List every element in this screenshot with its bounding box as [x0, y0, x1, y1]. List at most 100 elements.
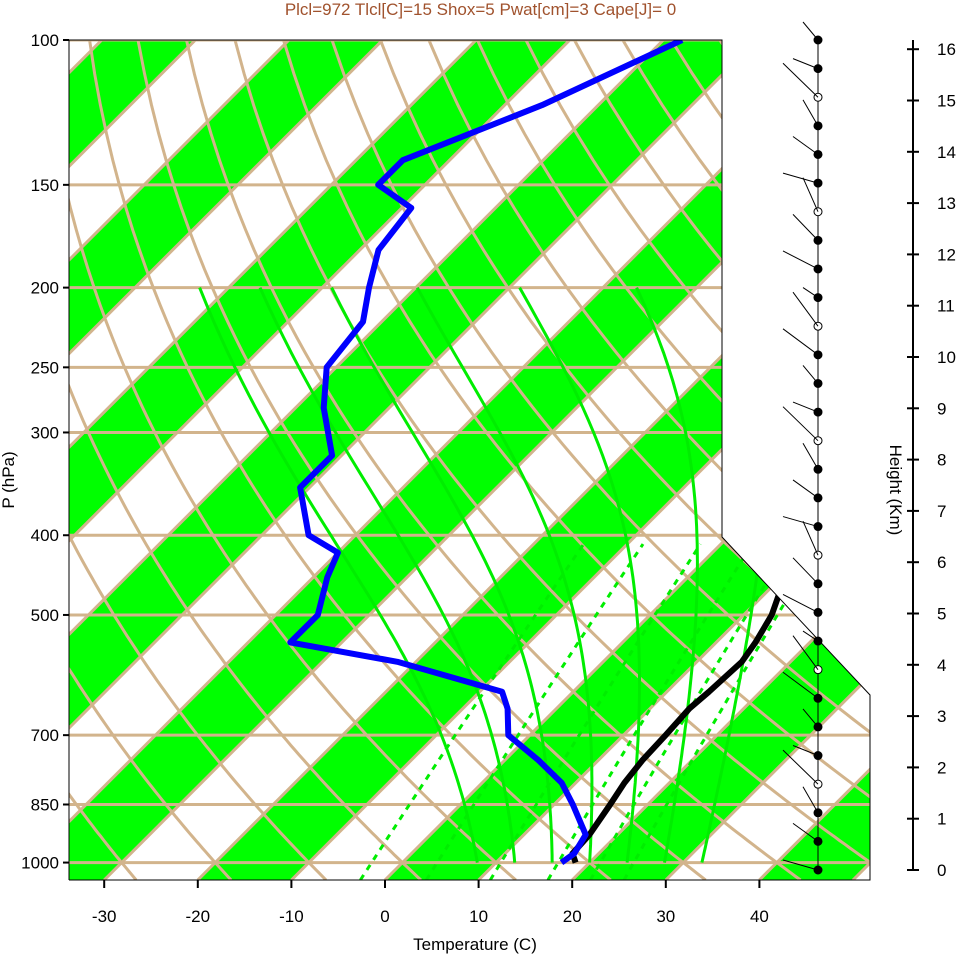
wind-barb	[792, 291, 819, 327]
dry-adiabat	[282, 40, 870, 880]
dry-adiabat	[69, 40, 233, 880]
pressure-tick-label: 400	[31, 526, 59, 545]
wind-barb	[792, 401, 819, 413]
wind-barb	[802, 99, 819, 127]
isotherm-line	[477, 40, 870, 880]
height-tick-label: 4	[937, 656, 946, 675]
moist-adiabat	[198, 287, 479, 863]
height-tick-label: 15	[937, 92, 956, 111]
dry-adiabat	[185, 40, 802, 880]
isotherm-line	[69, 40, 384, 880]
height-tick-label: 7	[937, 502, 946, 521]
mixing-ratio-line	[425, 543, 645, 880]
wind-barb	[792, 136, 819, 155]
pressure-tick-label: 300	[31, 423, 59, 442]
wind-barb	[782, 859, 819, 871]
dry-adiabat	[69, 40, 517, 880]
dry-adiabat	[69, 40, 328, 880]
temperature-tick-label: 10	[469, 907, 488, 926]
temperature-tick-label: -10	[279, 907, 304, 926]
x-axis-title: Temperature (C)	[413, 935, 537, 954]
dry-adiabat	[69, 40, 422, 880]
wind-barb	[782, 172, 819, 184]
height-tick-label: 13	[937, 194, 956, 213]
dewpoint-profile	[287, 40, 684, 866]
height-tick-label: 6	[937, 553, 946, 572]
temperature-tick-label: 0	[380, 907, 389, 926]
isotherm-band	[69, 40, 870, 880]
pressure-tick-label: 850	[31, 796, 59, 815]
isotherm-line	[69, 40, 759, 880]
dry-adiabat	[767, 40, 870, 880]
height-tick-label: 1	[937, 810, 946, 829]
height-tick-label: 8	[937, 451, 946, 470]
wind-barb	[802, 177, 819, 212]
mixing-ratio-line	[359, 543, 585, 880]
moist-adiabat	[415, 286, 594, 863]
height-tick-label: 14	[937, 143, 956, 162]
wind-barb	[792, 822, 819, 842]
mixing-ratio-line	[622, 543, 822, 880]
wind-barb	[802, 708, 819, 728]
wind-barb	[782, 671, 819, 699]
height-axis-title: Height (Km)	[886, 445, 905, 536]
chart-title: Plcl=972 Tlcl[C]=15 Shox=5 Pwat[cm]=3 Ca…	[284, 0, 677, 19]
isotherm-band	[69, 40, 383, 880]
pressure-tick-label: 150	[31, 176, 59, 195]
wind-barb	[782, 328, 819, 356]
height-tick-label: 3	[937, 707, 946, 726]
temperature-tick-label: 30	[656, 907, 675, 926]
pressure-tick-label: 100	[31, 31, 59, 50]
moist-adiabat	[635, 286, 699, 863]
dry-adiabat	[233, 40, 870, 880]
wind-barb	[782, 516, 819, 528]
dry-adiabat	[476, 40, 870, 880]
wind-barb	[802, 365, 819, 384]
isotherm-line	[69, 40, 291, 880]
wind-barb	[792, 479, 819, 499]
wind-barb	[782, 62, 819, 98]
wind-barb	[802, 520, 819, 556]
isotherm-line	[196, 40, 870, 880]
moist-adiabat	[258, 286, 517, 863]
height-tick-label: 9	[937, 399, 946, 418]
pressure-tick-label: 500	[31, 606, 59, 625]
isotherm-band	[69, 40, 757, 880]
y-axis-title: P (hPa)	[0, 451, 18, 508]
temperature-tick-label: -20	[186, 907, 211, 926]
moist-adiabat	[330, 286, 554, 863]
wind-barb	[792, 635, 819, 670]
height-tick-label: 5	[937, 605, 946, 624]
wind-barb	[792, 557, 819, 585]
dry-adiabat	[427, 40, 870, 880]
temperature-tick-label: 20	[563, 907, 582, 926]
pressure-tick-label: 250	[31, 358, 59, 377]
wind-barb	[802, 287, 819, 299]
dry-adiabat	[88, 40, 612, 880]
isotherm-line	[947, 40, 961, 880]
dry-adiabat	[69, 40, 138, 880]
wind-barb	[802, 786, 819, 814]
isotherm-band	[572, 40, 870, 880]
wind-barb	[782, 593, 819, 613]
height-tick-label: 10	[937, 348, 956, 367]
height-tick-label: 0	[937, 861, 946, 880]
dry-adiabat	[330, 40, 870, 880]
isotherm-band	[69, 40, 570, 880]
wind-barb	[802, 443, 819, 470]
isotherm-line	[69, 40, 571, 880]
wind-barb	[792, 213, 819, 241]
pressure-tick-label: 700	[31, 726, 59, 745]
pressure-tick-label: 1000	[21, 854, 59, 873]
wind-barb	[792, 58, 819, 70]
temperature-tick-label: -30	[92, 907, 117, 926]
moist-adiabat	[518, 286, 641, 863]
height-tick-label: 11	[937, 297, 955, 316]
wind-barb	[792, 745, 819, 756]
height-tick-label: 12	[937, 245, 956, 264]
wind-barb	[782, 749, 819, 785]
isotherm-line	[69, 40, 665, 880]
wind-barb	[802, 630, 819, 642]
pressure-tick-label: 200	[31, 279, 59, 298]
